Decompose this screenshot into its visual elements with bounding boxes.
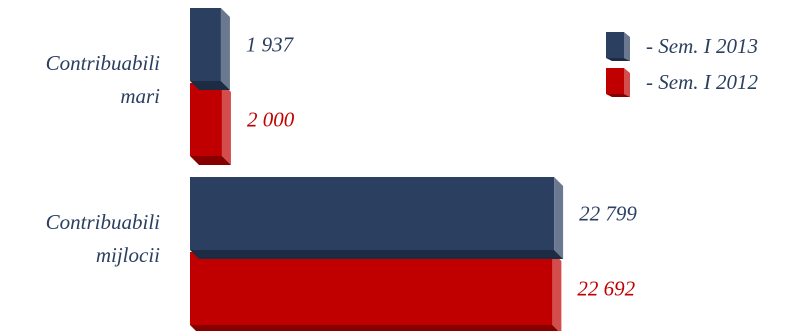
bar-1-series-2 [190, 83, 231, 165]
legend-swatch-2 [606, 68, 630, 97]
bar-2-series-2 [190, 252, 562, 331]
bar-1-series-1 [190, 8, 230, 90]
legend-item-2: - Sem. I 2012 [606, 68, 758, 97]
value-label-2-series-1: 22 799 [579, 202, 637, 226]
category-label-2-line-1: Contribuabili [46, 210, 161, 234]
value-label-1-series-1: 1 937 [246, 33, 295, 57]
value-label-2-series-2: 22 692 [577, 277, 635, 301]
bars-layer [190, 8, 564, 331]
category-labels: Contribuabili mari Contribuabili mijlocii [46, 51, 161, 267]
category-label-1-line-2: mari [120, 84, 160, 108]
legend: - Sem. I 2013 - Sem. I 2012 [606, 32, 758, 97]
value-labels: 2 000 22 692 1 937 22 799 [246, 33, 637, 301]
legend-item-1: - Sem. I 2013 [606, 32, 758, 61]
category-label-2-line-2: mijlocii [96, 243, 160, 267]
legend-swatch-1 [606, 32, 630, 61]
legend-label-1: - Sem. I 2013 [646, 34, 758, 58]
bar-2-series-1 [190, 177, 564, 259]
value-label-1-series-2: 2 000 [247, 108, 295, 132]
legend-label-2: - Sem. I 2012 [646, 70, 758, 94]
category-label-1-line-1: Contribuabili [46, 51, 161, 75]
